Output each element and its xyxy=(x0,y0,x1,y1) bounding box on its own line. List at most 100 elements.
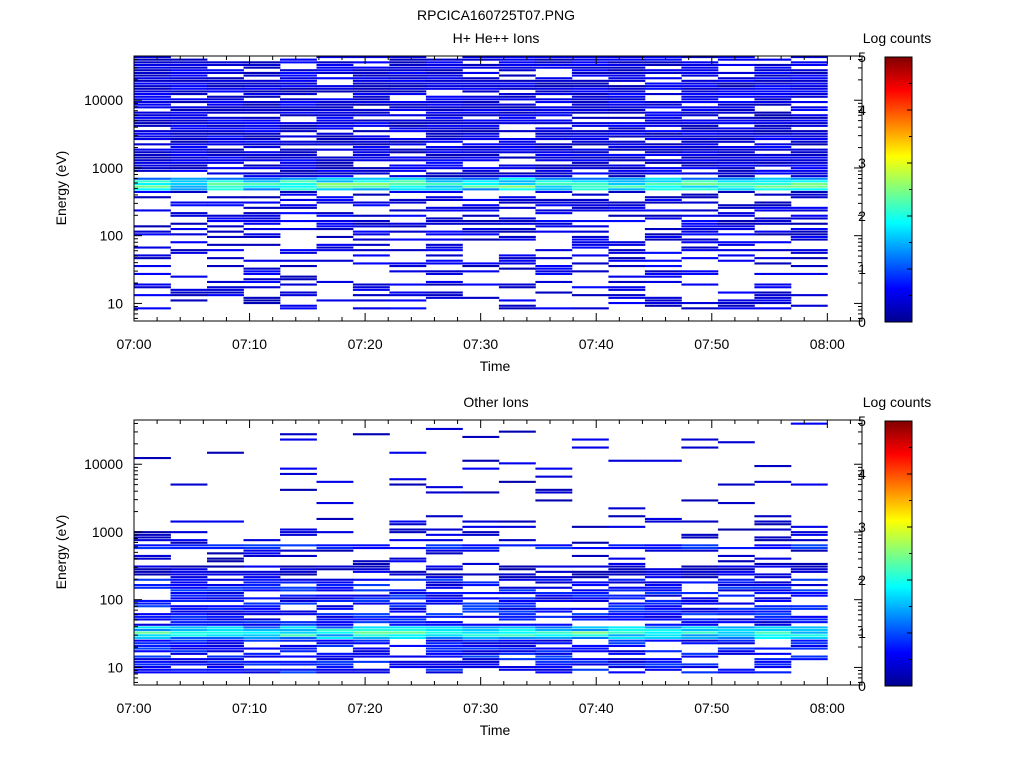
heatmap-cell xyxy=(681,570,719,573)
heatmap-cell xyxy=(207,288,244,291)
heatmap-cell xyxy=(571,132,609,135)
heatmap-cell xyxy=(316,549,354,552)
heatmap-cell xyxy=(134,103,171,106)
heatmap-cell xyxy=(681,228,719,231)
y-tick-label: 10 xyxy=(107,295,123,311)
heatmap-cell xyxy=(243,146,281,149)
panel-2-plot-area: 07:00 07:10 07:20 07:30 07:40 07:50 08:0010100… xyxy=(84,419,863,716)
heatmap-cell xyxy=(644,573,682,576)
heatmap-cell xyxy=(462,220,500,223)
heatmap-cell xyxy=(462,663,500,666)
heatmap-cell xyxy=(608,101,646,104)
heatmap-cell xyxy=(498,539,536,542)
heatmap-cell xyxy=(243,576,281,579)
heatmap-cell xyxy=(170,650,208,653)
heatmap-cell xyxy=(352,156,390,159)
heatmap-cell xyxy=(498,430,536,433)
heatmap-cell xyxy=(754,296,792,299)
heatmap-cell xyxy=(681,302,719,305)
heatmap-cell xyxy=(498,615,536,618)
heatmap-cell xyxy=(170,644,208,647)
heatmap-cell xyxy=(717,610,755,613)
heatmap-cell xyxy=(170,130,208,133)
heatmap-cell xyxy=(571,576,609,579)
heatmap-cell xyxy=(280,135,317,138)
heatmap-cell xyxy=(681,127,719,130)
heatmap-cell xyxy=(754,183,792,186)
heatmap-cell xyxy=(207,594,244,597)
heatmap-cell xyxy=(389,79,427,82)
x-tick-label: 08:00 xyxy=(810,700,845,716)
heatmap-cell xyxy=(280,159,317,162)
heatmap-cell xyxy=(790,185,828,188)
heatmap-cell xyxy=(425,599,463,602)
heatmap-cell xyxy=(754,132,792,135)
heatmap-cell xyxy=(243,201,281,204)
heatmap-cell xyxy=(462,531,500,534)
heatmap-cell xyxy=(644,631,682,634)
heatmap-cell xyxy=(681,164,719,167)
heatmap-cell xyxy=(170,212,208,215)
heatmap-cell xyxy=(316,169,354,172)
heatmap-cell xyxy=(608,286,646,289)
heatmap-cell xyxy=(134,71,171,74)
heatmap-cell xyxy=(571,124,609,127)
heatmap-cell xyxy=(352,61,390,64)
heatmap-cell xyxy=(535,220,573,223)
heatmap-cell xyxy=(352,547,390,550)
heatmap-cell xyxy=(425,206,463,209)
heatmap-cell xyxy=(389,119,427,122)
heatmap-cell xyxy=(425,246,463,249)
heatmap-cell xyxy=(389,483,427,486)
heatmap-cell xyxy=(134,164,171,167)
heatmap-cell xyxy=(280,655,317,658)
heatmap-cell xyxy=(134,130,171,133)
heatmap-cell xyxy=(207,618,244,621)
heatmap-cell xyxy=(134,658,171,661)
heatmap-cell xyxy=(243,602,281,605)
heatmap-cell xyxy=(681,639,719,642)
heatmap-cell xyxy=(207,607,244,610)
heatmap-cell xyxy=(498,175,536,178)
heatmap-cell xyxy=(243,61,281,64)
heatmap-cell xyxy=(498,592,536,595)
heatmap-cell xyxy=(608,639,646,642)
heatmap-cell xyxy=(571,584,609,587)
heatmap-cell xyxy=(644,636,682,639)
heatmap-cell xyxy=(571,658,609,661)
heatmap-cell xyxy=(717,185,755,188)
panel-1-title: H+ He++ Ions xyxy=(453,30,540,46)
heatmap-cell xyxy=(571,172,609,175)
heatmap-cell xyxy=(134,58,171,61)
heatmap-cell xyxy=(425,647,463,650)
heatmap-cell xyxy=(535,135,573,138)
heatmap-cell xyxy=(717,58,755,61)
heatmap-cell xyxy=(134,95,171,98)
heatmap-cell xyxy=(681,180,719,183)
heatmap-cell xyxy=(790,592,828,595)
heatmap-cell xyxy=(571,262,609,265)
heatmap-cell xyxy=(207,177,244,180)
heatmap-cell xyxy=(425,597,463,600)
heatmap-cell xyxy=(389,539,427,542)
heatmap-cell xyxy=(681,547,719,550)
heatmap-cell xyxy=(790,69,828,72)
heatmap-cell xyxy=(170,658,208,661)
heatmap-cell xyxy=(207,201,244,204)
heatmap-cell xyxy=(316,235,354,238)
heatmap-cell xyxy=(571,180,609,183)
heatmap-cell xyxy=(681,610,719,613)
heatmap-cell xyxy=(754,599,792,602)
heatmap-cell xyxy=(717,291,755,294)
heatmap-cell xyxy=(316,114,354,117)
heatmap-cell xyxy=(644,201,682,204)
heatmap-cell xyxy=(644,668,682,671)
heatmap-cell xyxy=(462,467,500,470)
heatmap-cell xyxy=(535,209,573,212)
heatmap-cell xyxy=(170,660,208,663)
heatmap-cell xyxy=(681,138,719,141)
heatmap-cell xyxy=(681,159,719,162)
heatmap-cell xyxy=(681,626,719,629)
heatmap-cell xyxy=(571,599,609,602)
heatmap-cell xyxy=(608,206,646,209)
